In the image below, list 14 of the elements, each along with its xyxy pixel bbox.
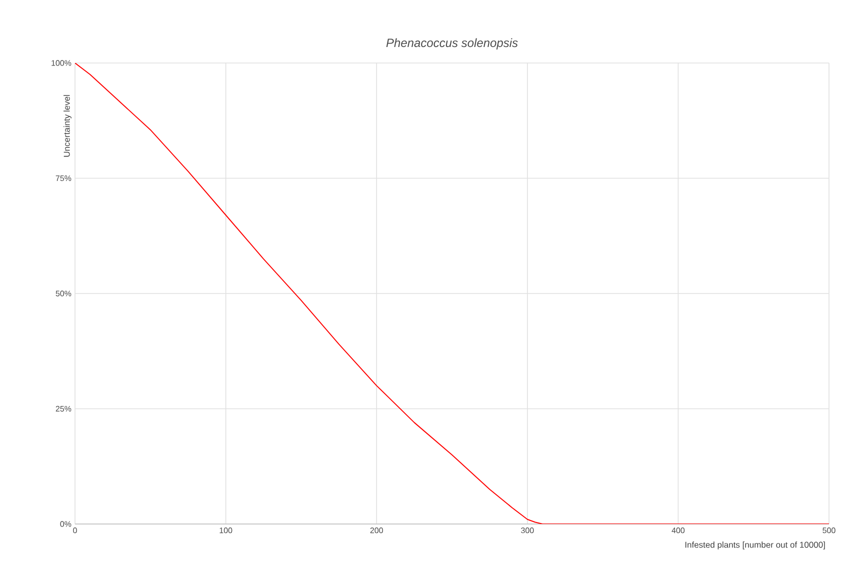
y-axis-title: Uncertainty level	[64, 95, 72, 157]
y-tick-label: 0%	[60, 521, 72, 527]
y-tick-label: 75%	[56, 175, 72, 182]
x-tick-label: 0	[73, 528, 77, 534]
x-tick-label: 500	[822, 528, 836, 534]
y-tick-label: 50%	[56, 290, 72, 296]
y-tick-label: 25%	[56, 406, 72, 412]
x-axis-title: Infested plants [number out of 10000]	[685, 542, 825, 550]
x-tick-label: 200	[370, 528, 383, 534]
x-tick-label: 300	[521, 528, 534, 534]
x-tick-label: 400	[672, 528, 685, 534]
y-tick-label: 100%	[52, 60, 72, 66]
x-tick-label: 100	[220, 528, 232, 534]
chart-title: Phenacoccus solenopsis	[386, 38, 518, 50]
